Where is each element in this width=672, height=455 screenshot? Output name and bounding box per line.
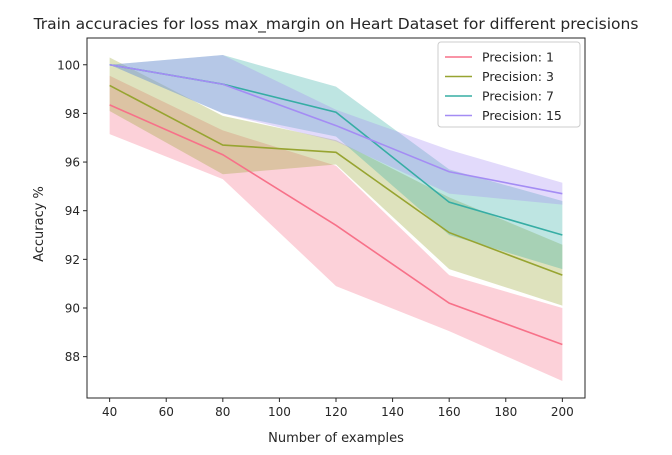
y-tick-label: 90 bbox=[65, 302, 80, 316]
x-tick-label: 160 bbox=[438, 405, 461, 419]
confidence-bands bbox=[109, 55, 563, 381]
legend: Precision: 1 Precision: 3 Precision: 7 Prec… bbox=[437, 41, 581, 128]
series-line-4 bbox=[109, 63, 563, 195]
series-line-1 bbox=[109, 104, 563, 346]
confidence-band-4 bbox=[109, 55, 563, 205]
x-tick-label: 100 bbox=[268, 405, 291, 419]
series-line-2 bbox=[109, 84, 563, 276]
y-axis-label: Accuracy % bbox=[32, 186, 47, 262]
y-tick-label: 96 bbox=[65, 156, 80, 170]
y-tick-label: 100 bbox=[57, 58, 80, 72]
x-tick-label: 180 bbox=[494, 405, 517, 419]
confidence-band-2 bbox=[109, 57, 563, 306]
y-tick-label: 92 bbox=[65, 253, 80, 267]
y-tick-label: 98 bbox=[65, 107, 80, 121]
y-axis-ticks: 88 90 92 94 96 98 100 bbox=[57, 58, 87, 364]
x-tick-label: 60 bbox=[159, 405, 174, 419]
x-tick-label: 80 bbox=[215, 405, 230, 419]
series-lines bbox=[109, 63, 563, 346]
x-tick-label: 40 bbox=[102, 405, 117, 419]
x-tick-label: 200 bbox=[551, 405, 574, 419]
legend-box bbox=[437, 41, 581, 128]
x-tick-label: 120 bbox=[325, 405, 348, 419]
legend-label-4: Precision: 15 bbox=[482, 108, 562, 123]
chart-title: Train accuracies for loss max_margin on … bbox=[33, 15, 639, 34]
confidence-band-1 bbox=[109, 75, 563, 381]
x-tick-label: 140 bbox=[381, 405, 404, 419]
legend-label-1: Precision: 1 bbox=[482, 50, 554, 65]
legend-label-3: Precision: 7 bbox=[482, 89, 554, 104]
confidence-band-3 bbox=[109, 55, 563, 270]
y-tick-label: 94 bbox=[65, 204, 80, 218]
legend-label-2: Precision: 3 bbox=[482, 69, 554, 84]
x-axis-ticks: 40 60 80 100 120 140 160 180 200 bbox=[102, 398, 574, 419]
x-axis-label: Number of examples bbox=[268, 431, 404, 446]
y-tick-label: 88 bbox=[65, 350, 80, 364]
